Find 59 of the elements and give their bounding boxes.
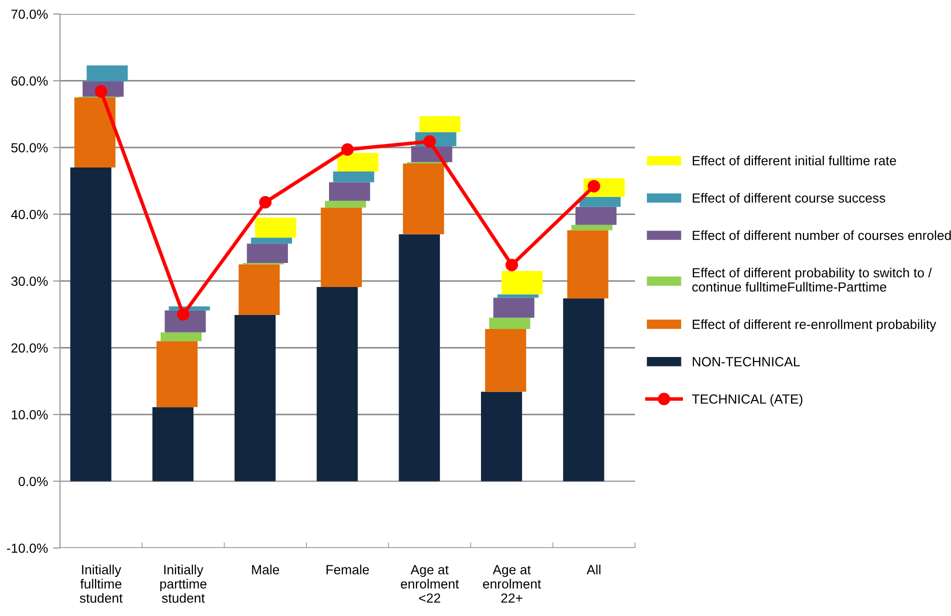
point (176, 308, 190, 321)
bar (316, 287, 358, 482)
bar (324, 200, 366, 208)
bar (337, 152, 378, 172)
bar (74, 97, 116, 168)
bar (156, 341, 198, 408)
y-tick-label: 70.0% (11, 10, 48, 19)
bar (246, 244, 288, 263)
bar (329, 182, 370, 201)
bar (489, 318, 530, 330)
y-tick-label: 20.0% (11, 343, 48, 353)
bar (480, 392, 522, 482)
legend-label: Effect of different initial fulltime rate (692, 156, 896, 166)
point (341, 143, 354, 156)
x-tick-label: Female (326, 564, 369, 574)
bar (333, 172, 374, 182)
bar (485, 329, 526, 392)
bar (255, 218, 296, 238)
x-tick-label: Male (252, 564, 280, 574)
legend-label: NON-TECHNICAL (692, 357, 800, 366)
bar (160, 332, 202, 342)
bar (580, 196, 621, 207)
legend-label: Effect of different probability to switch to / continue fulltimeFulltime-Parttime (692, 268, 932, 292)
x-tick-label: Initially parttime student (160, 564, 206, 603)
bar (419, 116, 460, 132)
point (259, 196, 272, 208)
y-tick-label: 40.0% (11, 210, 48, 220)
bar (571, 224, 612, 230)
point (506, 258, 518, 272)
legend-label: Effect of different number of courses enroled (692, 230, 951, 240)
y-tick-label: -10.0% (6, 544, 48, 553)
bar (502, 270, 543, 294)
legend-label: Effect of different course success (692, 193, 886, 203)
y-tick-label: 0.0% (18, 476, 48, 486)
bar (563, 298, 604, 482)
x-tick-label: Age at enrolment <22 (400, 565, 459, 603)
legend-label: TECHNICAL (ATE) (692, 394, 802, 406)
bar (493, 298, 534, 318)
point (588, 180, 600, 192)
bar (250, 238, 292, 244)
y-tick-label: 10.0% (12, 410, 48, 420)
x-tick-label: Initially fulltime student (80, 564, 123, 603)
bar (497, 294, 538, 298)
bar (238, 264, 280, 316)
bar (575, 206, 617, 225)
bar (234, 315, 276, 482)
bar (320, 208, 362, 288)
bar (567, 230, 608, 298)
y-tick-label: 30.0% (11, 276, 48, 286)
y-tick-label: 50.0% (11, 143, 48, 152)
bar (86, 65, 128, 82)
legend-label: Effect of different re-enrollment probability (692, 319, 936, 332)
x-tick-label: All (586, 564, 600, 574)
x-tick-label: Age at enrolment 22+ (483, 565, 542, 603)
bar (70, 168, 112, 482)
bar (152, 407, 194, 482)
bar (402, 164, 444, 234)
y-tick-label: 60.0% (11, 76, 48, 86)
bar (398, 234, 440, 482)
